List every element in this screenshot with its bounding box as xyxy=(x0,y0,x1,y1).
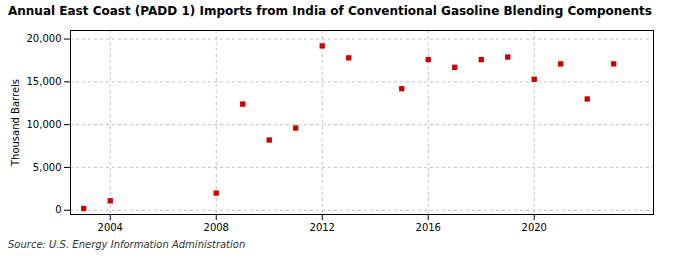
svg-text:15,000: 15,000 xyxy=(27,76,62,87)
svg-text:2012: 2012 xyxy=(310,222,335,233)
svg-text:2008: 2008 xyxy=(204,222,229,233)
svg-text:0: 0 xyxy=(55,204,61,215)
svg-text:2016: 2016 xyxy=(416,222,441,233)
svg-text:Thousand Barrels: Thousand Barrels xyxy=(10,79,21,167)
svg-text:2004: 2004 xyxy=(98,222,123,233)
html-text:Source: U.S. Energy Informatio: Source: U.S. Energy Information Administ… xyxy=(8,239,246,250)
html-text:Annual East Coast (PADD 1) Imp: Annual East Coast (PADD 1) Imports from … xyxy=(8,4,652,18)
svg-text:2020: 2020 xyxy=(522,222,547,233)
svg-text:10,000: 10,000 xyxy=(27,119,62,130)
svg-text:5,000: 5,000 xyxy=(33,162,62,173)
svg-text:20,000: 20,000 xyxy=(27,33,62,44)
